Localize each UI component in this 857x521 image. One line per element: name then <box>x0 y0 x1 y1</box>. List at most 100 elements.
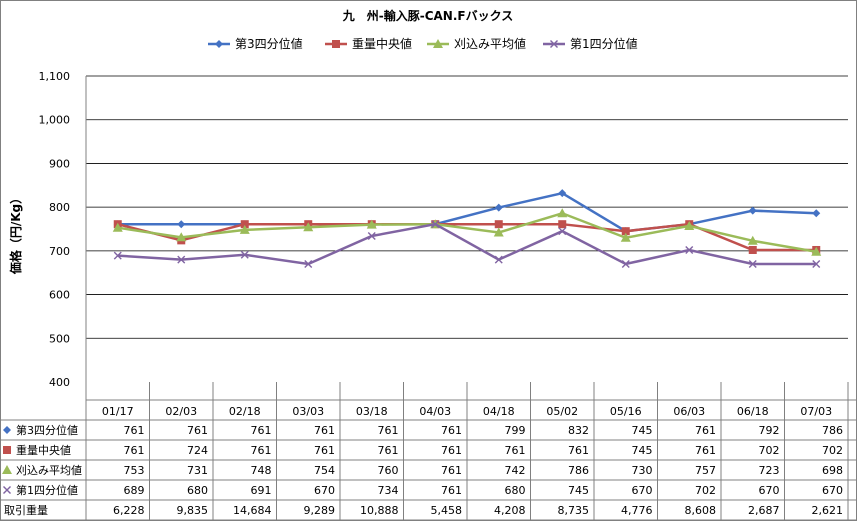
table-cell-3-9: 730 <box>632 464 653 477</box>
series-4-point-1-b <box>113 251 122 260</box>
table-cell-4-1: 689 <box>124 484 145 497</box>
table-cell-3-4: 754 <box>314 464 335 477</box>
y-tick-label-500: 500 <box>49 332 70 345</box>
legend-label-4: 第1四分位値 <box>570 36 638 51</box>
series-3-point-7 <box>493 227 504 237</box>
series-lines <box>112 189 822 268</box>
table-cell-weight-7: 4,208 <box>494 504 526 517</box>
series-3-point-8 <box>557 208 568 218</box>
table-cell-2-8: 761 <box>568 444 589 457</box>
table-cell-weight-1: 6,228 <box>113 504 145 517</box>
legend-marker-1 <box>215 40 223 48</box>
table-cell-3-10: 757 <box>695 464 716 477</box>
table-cell-4-10: 702 <box>695 484 716 497</box>
y-tick-label-400: 400 <box>49 376 70 389</box>
data-table: 01/17 02/03 02/18 03/03 03/18 04/03 04/18 05/02… <box>0 382 856 521</box>
series-1-point-11 <box>748 206 757 215</box>
series-4-point-10 <box>685 245 694 254</box>
table-cell-2-5: 761 <box>378 444 399 457</box>
series-4-point-2 <box>177 255 186 264</box>
table-key-1 <box>3 426 11 434</box>
table-cell-2-1: 761 <box>124 444 145 457</box>
x-tick-label-6: 04/03 <box>419 405 451 418</box>
x-tick-label-5: 03/18 <box>356 405 388 418</box>
table-cell-2-12: 702 <box>822 444 843 457</box>
table-cell-1-11: 792 <box>759 424 780 437</box>
table-row-label-1: 第3四分位値 <box>16 423 78 437</box>
table-cell-1-6: 761 <box>441 424 462 437</box>
table-cell-2-3: 761 <box>251 444 272 457</box>
table-cell-1-9: 745 <box>632 424 653 437</box>
table-cell-4-9: 670 <box>632 484 653 497</box>
table-cell-3-2: 731 <box>187 464 208 477</box>
series-4-point-9-b <box>621 259 630 268</box>
table-key-3 <box>2 465 12 474</box>
table-row-label-2: 重量中央値 <box>16 443 71 457</box>
series-4-point-3 <box>240 250 249 259</box>
series-line-4 <box>117 222 817 266</box>
x-tick-label-11: 06/18 <box>737 405 769 418</box>
table-cell-3-6: 761 <box>441 464 462 477</box>
table-cell-1-4: 761 <box>314 424 335 437</box>
legend-marker-4-b <box>550 40 558 48</box>
table-cell-1-12: 786 <box>822 424 843 437</box>
table-cell-weight-6: 5,458 <box>431 504 463 517</box>
table-cell-1-10: 761 <box>695 424 716 437</box>
table-cell-weight-9: 4,776 <box>621 504 653 517</box>
series-3-point-3 <box>239 224 250 234</box>
series-4-point-7 <box>494 255 503 264</box>
series-3-point-4 <box>303 222 314 232</box>
table-cell-2-9: 745 <box>632 444 653 457</box>
series-4-point-10-b <box>685 245 694 254</box>
table-cell-weight-10: 8,608 <box>685 504 717 517</box>
x-tick-label-9: 05/16 <box>610 405 642 418</box>
series-4-point-5 <box>367 231 376 240</box>
legend-marker-3 <box>433 39 443 48</box>
series-2-point-8 <box>558 220 567 229</box>
table-cell-4-7: 680 <box>505 484 526 497</box>
table-cell-3-5: 760 <box>378 464 399 477</box>
series-4-point-6 <box>431 220 440 229</box>
series-3-point-9 <box>620 232 631 242</box>
chart-title: 九 州-輸入豚-CAN.Fバックス <box>342 8 514 23</box>
table-cell-4-11: 670 <box>759 484 780 497</box>
series-4-point-7-b <box>494 255 503 264</box>
series-4-point-8 <box>558 227 567 236</box>
x-tick-label-12: 07/03 <box>800 405 832 418</box>
series-4-point-5-b <box>367 231 376 240</box>
table-cell-2-10: 761 <box>695 444 716 457</box>
table-cell-3-1: 753 <box>124 464 145 477</box>
y-tick-label-900: 900 <box>49 157 70 170</box>
table-row-label-4: 第1四分位値 <box>16 483 78 497</box>
table-cell-1-3: 761 <box>251 424 272 437</box>
series-1-point-12 <box>812 209 821 218</box>
series-4-point-11 <box>748 259 757 268</box>
table-cell-weight-3: 14,684 <box>233 504 272 517</box>
table-cell-4-5: 734 <box>378 484 399 497</box>
x-tick-label-2: 02/03 <box>165 405 197 418</box>
series-1-point-8 <box>558 189 567 198</box>
legend-label-1: 第3四分位値 <box>235 36 303 51</box>
table-cell-3-3: 748 <box>251 464 272 477</box>
series-4-point-12 <box>812 259 821 268</box>
x-tick-label-7: 04/18 <box>483 405 515 418</box>
table-row-label-3: 刈込み平均値 <box>16 464 82 477</box>
series-4-point-6-b <box>431 220 440 229</box>
table-cell-weight-8: 8,735 <box>558 504 590 517</box>
table-cell-3-8: 786 <box>568 464 589 477</box>
table-cell-4-12: 670 <box>822 484 843 497</box>
table-key-4 <box>3 486 11 494</box>
series-4-point-4-b <box>304 259 313 268</box>
table-cell-4-2: 680 <box>187 484 208 497</box>
series-3-point-2 <box>176 232 187 242</box>
table-cell-2-6: 761 <box>441 444 462 457</box>
table-cell-weight-12: 2,621 <box>812 504 844 517</box>
series-1-point-2 <box>177 220 186 229</box>
series-3-point-10 <box>684 220 695 230</box>
table-cell-weight-4: 9,289 <box>304 504 336 517</box>
table-cell-4-4: 670 <box>314 484 335 497</box>
y-axis-ticks: 400 500 600 700 800 900 1,000 1,100 <box>39 70 71 389</box>
legend: 第3四分位値 重量中央値 刈込み平均値 第1四分位値 <box>208 36 638 51</box>
series-4-point-11-b <box>748 259 757 268</box>
